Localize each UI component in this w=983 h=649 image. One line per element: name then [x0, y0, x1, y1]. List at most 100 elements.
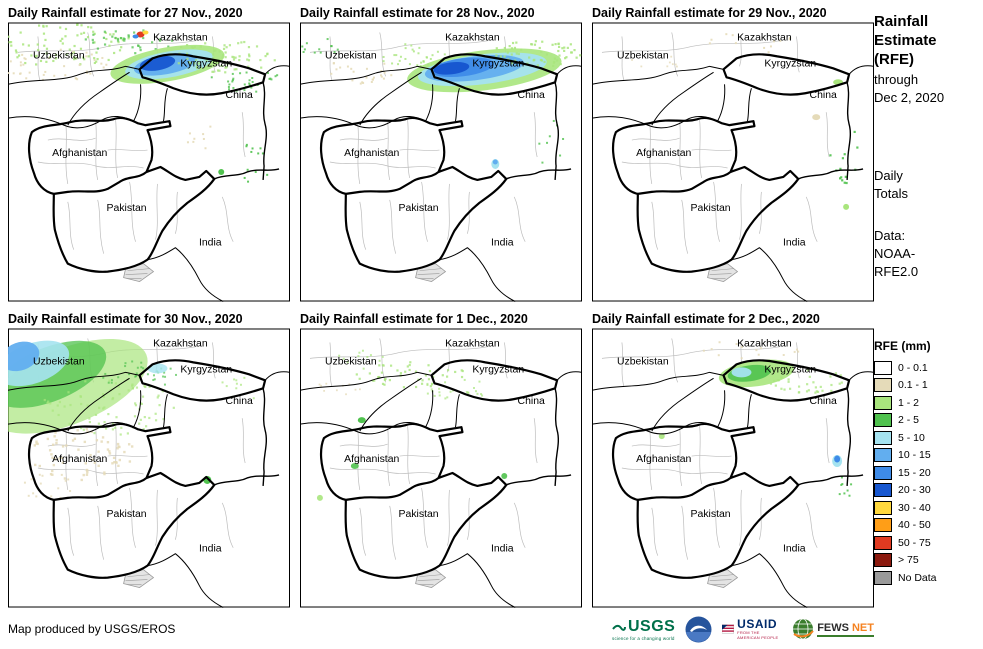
usaid-flag-icon	[722, 624, 735, 634]
country-label: Uzbekistan	[617, 50, 669, 61]
legend-item: 40 - 50	[874, 517, 980, 535]
footer-logos: USGS science for a changing world USAID	[612, 612, 874, 646]
sidebar-title-line: Estimate	[874, 32, 937, 49]
sidebar-through-line: through	[874, 72, 919, 87]
legend-label: 30 - 40	[898, 501, 931, 514]
country-label: Kazakhstan	[737, 32, 792, 43]
panel-title: Daily Rainfall estimate for 1 Dec., 2020	[300, 312, 528, 326]
legend-item: 50 - 75	[874, 534, 980, 552]
net-wordmark: NET	[851, 621, 874, 634]
sidebar-data-line: Data:	[874, 228, 906, 243]
legend-label: 1 - 2	[898, 396, 920, 409]
country-label: Kyrgyzstan	[472, 58, 524, 69]
country-label: China	[226, 90, 253, 101]
usgs-wave-icon	[612, 624, 626, 631]
legend-swatch	[874, 518, 892, 533]
panel-title: Daily Rainfall estimate for 30 Nov., 202…	[8, 312, 243, 326]
country-label: Pakistan	[691, 203, 731, 214]
panel-title: Daily Rainfall estimate for 29 Nov., 202…	[592, 6, 827, 20]
sidebar-data-line: RFE2.0	[874, 264, 919, 279]
fewsnet-logo: FEWS NET	[792, 618, 874, 640]
legend-swatch	[874, 500, 892, 515]
country-label: Uzbekistan	[325, 356, 377, 367]
legend-swatch	[874, 395, 892, 410]
country-label: Pakistan	[399, 509, 439, 520]
country-label: Pakistan	[399, 203, 439, 214]
rainfall-map: Kazakhstan Uzbekistan Kyrgyzstan China Afgha…	[592, 22, 874, 302]
country-label: Uzbekistan	[33, 50, 85, 61]
country-label: Afghanistan	[52, 148, 107, 159]
sidebar-daily-totals: Daily Totals	[874, 167, 980, 203]
sidebar-data-source: Data: NOAA- RFE2.0	[874, 227, 980, 281]
rainfall-map: Kazakhstan Uzbekistan Kyrgyzstan China Afgha…	[300, 328, 582, 608]
map-panel: Daily Rainfall estimate for 28 Nov., 202…	[300, 4, 582, 302]
sidebar-through-line: Dec 2, 2020	[874, 90, 945, 105]
legend-title: RFE (mm)	[874, 339, 931, 353]
rainfall-map: Kazakhstan Uzbekistan Kyrgyzstan China Afgha…	[8, 328, 290, 608]
country-label: Afghanistan	[344, 148, 399, 159]
rainfall-map: Kazakhstan Uzbekistan Kyrgyzstan China Afgha…	[592, 328, 874, 608]
country-label: Kyrgyzstan	[472, 364, 524, 375]
sidebar: Rainfall Estimate (RFE) through Dec 2, 2…	[874, 12, 980, 587]
maps-grid: Daily Rainfall estimate for 27 Nov., 202…	[8, 4, 874, 608]
legend-swatch	[874, 360, 892, 375]
rainfall-map: Kazakhstan Uzbekistan Kyrgyzstan China Afgha…	[8, 22, 290, 302]
usgs-wordmark: USGS	[628, 617, 676, 635]
country-label: Kyrgyzstan	[180, 58, 232, 69]
legend-item: 20 - 30	[874, 482, 980, 500]
legend-items: 0 - 0.1 0.1 - 1 1 - 2 2 - 5 5 - 10 10 - 15 15 …	[874, 359, 980, 587]
legend-label: 2 - 5	[898, 414, 920, 427]
country-label: China	[518, 396, 545, 407]
country-label: Afghanistan	[344, 454, 399, 465]
usaid-logo: USAID FROM THE AMERICAN PEOPLE	[722, 618, 782, 640]
noaa-icon	[685, 616, 712, 642]
usaid-wordmark: USAID	[737, 617, 778, 631]
map-credit: Map produced by USGS/EROS	[8, 622, 176, 636]
panel-title: Daily Rainfall estimate for 2 Dec., 2020	[592, 312, 820, 326]
sidebar-title-line: (RFE)	[874, 51, 914, 68]
fewsnet-bar	[817, 634, 874, 637]
map-panel: Daily Rainfall estimate for 2 Dec., 2020…	[592, 310, 874, 608]
legend-item: 1 - 2	[874, 394, 980, 412]
country-label: Uzbekistan	[325, 50, 377, 61]
map-panel: Daily Rainfall estimate for 30 Nov., 202…	[8, 310, 290, 608]
sidebar-title-line: Rainfall	[874, 13, 929, 30]
country-label: India	[199, 238, 222, 249]
usgs-logo: USGS science for a changing world	[612, 618, 675, 641]
country-label: Uzbekistan	[617, 356, 669, 367]
country-label: India	[199, 544, 222, 555]
legend-label: > 75	[898, 554, 919, 567]
sidebar-data-line: NOAA-	[874, 246, 916, 261]
country-label: India	[783, 544, 806, 555]
country-label: Uzbekistan	[33, 356, 85, 367]
legend-label: No Data	[898, 571, 937, 584]
legend-swatch	[874, 483, 892, 498]
legend-label: 5 - 10	[898, 431, 925, 444]
legend-swatch	[874, 465, 892, 480]
country-label: Kazakhstan	[153, 338, 208, 349]
country-label: Pakistan	[107, 203, 147, 214]
legend-label: 15 - 20	[898, 466, 931, 479]
country-label: Afghanistan	[636, 148, 691, 159]
legend-swatch	[874, 413, 892, 428]
country-label: Kazakhstan	[153, 32, 208, 43]
country-label: Kyrgyzstan	[180, 364, 232, 375]
country-label: China	[226, 396, 253, 407]
legend-label: 40 - 50	[898, 519, 931, 532]
rainfall-map: Kazakhstan Uzbekistan Kyrgyzstan China Afgha…	[300, 22, 582, 302]
country-label: Afghanistan	[636, 454, 691, 465]
legend-item: 10 - 15	[874, 447, 980, 465]
country-label: Pakistan	[691, 509, 731, 520]
country-label: India	[491, 544, 514, 555]
map-panel: Daily Rainfall estimate for 27 Nov., 202…	[8, 4, 290, 302]
legend-label: 0 - 0.1	[898, 361, 928, 374]
legend-item: 0.1 - 1	[874, 377, 980, 395]
country-label: Kazakhstan	[445, 338, 500, 349]
panel-title: Daily Rainfall estimate for 27 Nov., 202…	[8, 6, 243, 20]
fewsnet-globe-icon	[793, 618, 814, 640]
country-label: China	[518, 90, 545, 101]
country-label: Kazakhstan	[737, 338, 792, 349]
legend-label: 20 - 30	[898, 484, 931, 497]
legend-swatch	[874, 378, 892, 393]
